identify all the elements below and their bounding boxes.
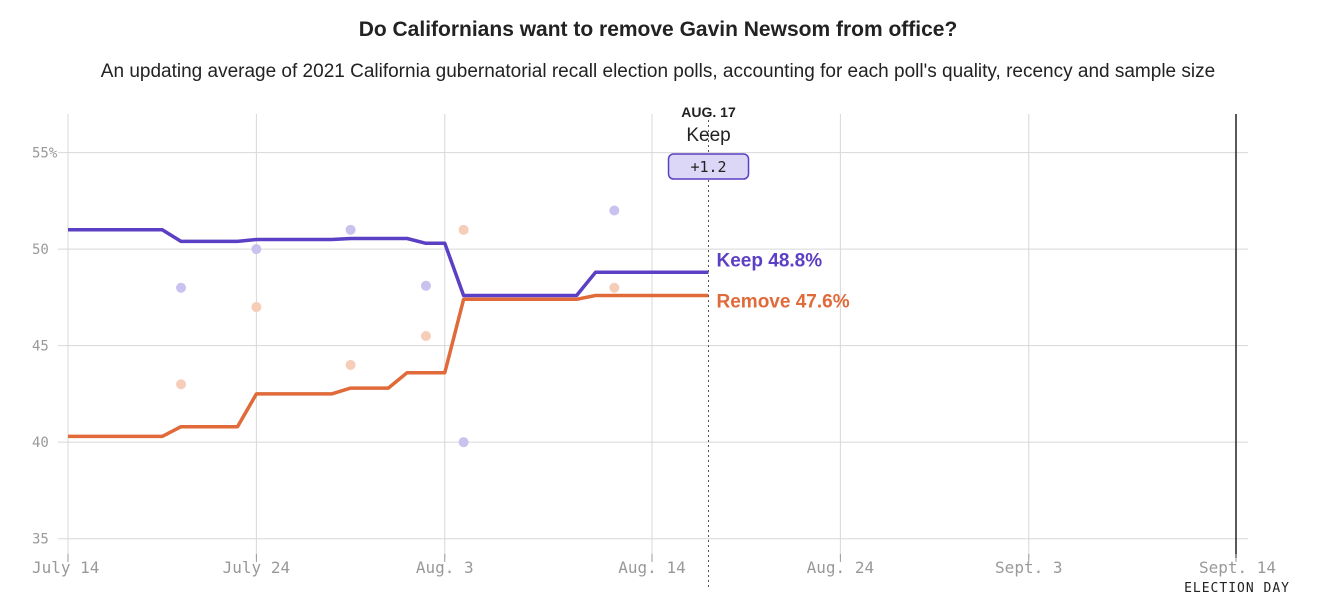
x-tick-label: Aug. 24 xyxy=(807,558,874,577)
x-tick-label: Aug. 14 xyxy=(618,558,685,577)
poll-point-keep xyxy=(609,205,620,216)
poll-point-remove xyxy=(458,224,469,235)
y-tick-label: 50 xyxy=(32,242,49,258)
y-tick-label: 55% xyxy=(32,146,58,162)
hover-date-label: AUG. 17 xyxy=(681,104,736,120)
series-line-keep xyxy=(68,228,709,298)
series-line-remove xyxy=(68,293,709,439)
poll-point-remove xyxy=(609,282,620,293)
end-label-keep: Keep 48.8% xyxy=(717,250,823,271)
poll-points xyxy=(176,205,620,448)
hover-margin-label: +1.2 xyxy=(690,158,726,176)
series-lines xyxy=(68,228,709,439)
chart-subtitle: An updating average of 2021 California g… xyxy=(100,61,1216,82)
x-tick-label: July 14 xyxy=(32,558,99,577)
hover-annotation: AUG. 17 Keep +1.2 xyxy=(667,104,750,588)
end-label-remove: Remove 47.6% xyxy=(717,291,850,312)
grid xyxy=(58,114,1248,558)
x-tick-label: July 24 xyxy=(223,558,290,577)
end-labels: Keep 48.8% Remove 47.6% xyxy=(717,250,850,312)
poll-point-keep xyxy=(345,224,356,235)
y-tick-label: 35 xyxy=(32,532,49,548)
hover-leader-label: Keep xyxy=(686,125,730,146)
poll-point-keep xyxy=(420,280,431,291)
x-tick-label: Sept. 3 xyxy=(995,558,1062,577)
y-tick-label: 40 xyxy=(32,435,49,451)
poll-point-remove xyxy=(251,302,262,313)
election-day-label: ELECTION DAY xyxy=(1184,581,1290,596)
poll-point-remove xyxy=(345,359,356,370)
x-tick-label: Aug. 3 xyxy=(416,558,474,577)
poll-point-keep xyxy=(458,437,469,448)
chart-title: Do Californians want to remove Gavin New… xyxy=(358,18,958,41)
axes: 35 40 45 50 55% July 14 July 24 Aug. 3 Aug. 14 Au… xyxy=(32,146,1290,596)
hover-margin-box xyxy=(667,153,750,180)
poll-point-remove xyxy=(176,379,187,390)
poll-point-keep xyxy=(176,282,187,293)
poll-point-remove xyxy=(420,331,431,341)
poll-point-keep xyxy=(251,244,262,255)
y-tick-label: 45 xyxy=(32,339,49,355)
x-tick-label: Sept. 14 xyxy=(1199,558,1276,577)
